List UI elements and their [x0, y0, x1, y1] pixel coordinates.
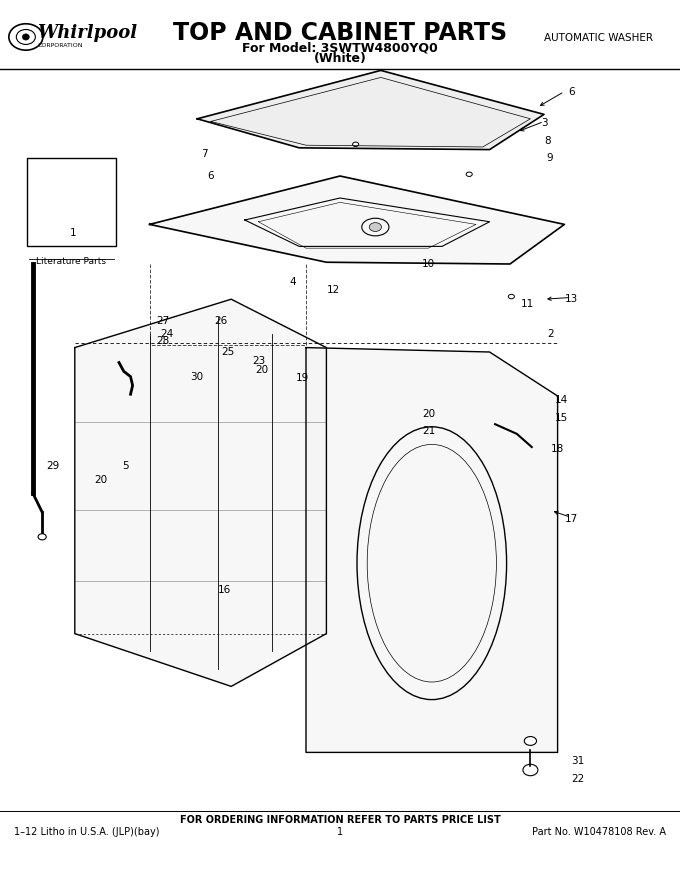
- Text: CORPORATION: CORPORATION: [37, 43, 83, 48]
- Text: 4: 4: [289, 276, 296, 287]
- Text: 10: 10: [422, 259, 435, 269]
- Text: 9: 9: [546, 153, 553, 164]
- Ellipse shape: [523, 764, 538, 776]
- Text: 20: 20: [255, 364, 269, 375]
- Polygon shape: [150, 176, 564, 264]
- Text: 24: 24: [160, 329, 173, 340]
- Text: Whirlpool: Whirlpool: [37, 24, 137, 41]
- Text: 31: 31: [571, 756, 585, 766]
- Text: FOR ORDERING INFORMATION REFER TO PARTS PRICE LIST: FOR ORDERING INFORMATION REFER TO PARTS …: [180, 815, 500, 825]
- Text: AUTOMATIC WASHER: AUTOMATIC WASHER: [544, 33, 653, 43]
- Text: Literature Parts: Literature Parts: [37, 257, 106, 266]
- Text: 26: 26: [214, 316, 228, 326]
- Text: 6: 6: [568, 87, 575, 98]
- Text: 11: 11: [520, 298, 534, 309]
- Text: 14: 14: [554, 395, 568, 406]
- Text: 1: 1: [70, 228, 77, 238]
- Ellipse shape: [38, 533, 46, 539]
- Text: 18: 18: [551, 444, 564, 454]
- Text: 21: 21: [422, 426, 435, 436]
- Ellipse shape: [369, 223, 381, 231]
- Polygon shape: [197, 70, 544, 150]
- Text: 1: 1: [337, 826, 343, 837]
- Text: 12: 12: [326, 285, 340, 296]
- Text: 16: 16: [218, 584, 231, 595]
- Text: 19: 19: [296, 373, 309, 384]
- Text: 7: 7: [201, 149, 207, 159]
- Ellipse shape: [524, 737, 537, 745]
- Ellipse shape: [22, 33, 29, 40]
- Text: TOP AND CABINET PARTS: TOP AND CABINET PARTS: [173, 21, 507, 46]
- Text: 29: 29: [46, 461, 60, 472]
- Text: 15: 15: [554, 413, 568, 423]
- Bar: [27, 158, 116, 246]
- Text: 25: 25: [221, 347, 235, 357]
- Text: Part No. W10478108 Rev. A: Part No. W10478108 Rev. A: [532, 826, 666, 837]
- Ellipse shape: [352, 142, 359, 146]
- Polygon shape: [75, 299, 326, 686]
- Text: 8: 8: [544, 136, 551, 146]
- Polygon shape: [306, 348, 558, 752]
- Text: 30: 30: [190, 371, 204, 382]
- Text: 6: 6: [207, 171, 214, 181]
- Ellipse shape: [508, 294, 515, 299]
- Text: 17: 17: [564, 514, 578, 524]
- Text: 22: 22: [571, 774, 585, 784]
- Text: 28: 28: [156, 336, 170, 347]
- Text: 5: 5: [122, 461, 129, 472]
- Text: 2: 2: [547, 329, 554, 340]
- Ellipse shape: [466, 172, 472, 176]
- Text: 1–12 Litho in U.S.A. (JLP)(bay): 1–12 Litho in U.S.A. (JLP)(bay): [14, 826, 159, 837]
- Text: (White): (White): [313, 53, 367, 65]
- Text: 23: 23: [252, 356, 265, 366]
- Text: 27: 27: [156, 316, 170, 326]
- Text: For Model: 3SWTW4800YQ0: For Model: 3SWTW4800YQ0: [242, 42, 438, 55]
- Text: 20: 20: [94, 474, 107, 485]
- Text: 3: 3: [541, 118, 547, 128]
- Text: 13: 13: [564, 294, 578, 304]
- Text: 20: 20: [422, 408, 435, 419]
